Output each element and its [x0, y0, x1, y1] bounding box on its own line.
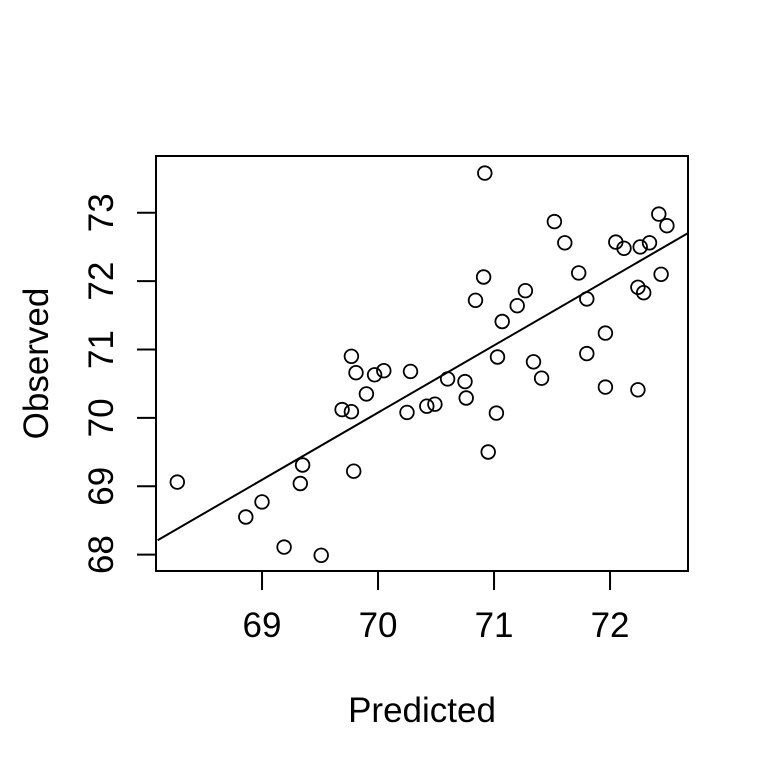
data-point — [533, 370, 550, 386]
data-point — [343, 348, 360, 365]
data-point — [546, 213, 563, 230]
data-point — [457, 373, 473, 390]
data-point — [579, 291, 595, 307]
data-point — [616, 240, 632, 257]
data-point — [489, 349, 506, 365]
data-point — [343, 404, 360, 420]
data-point — [346, 463, 362, 479]
data-point — [419, 398, 435, 414]
data-point — [475, 269, 492, 285]
data-point — [477, 165, 493, 181]
data-point — [376, 363, 392, 379]
data-point — [494, 313, 510, 330]
data-point — [597, 379, 614, 395]
data-point — [238, 509, 254, 525]
data-point — [557, 235, 573, 251]
data-point — [169, 474, 186, 490]
data-point — [358, 386, 375, 402]
data-point — [439, 371, 456, 387]
data-point — [636, 285, 652, 301]
data-point — [334, 401, 350, 418]
y-tick-label: 70 — [82, 398, 121, 437]
data-point — [659, 217, 675, 234]
data-point — [276, 539, 292, 555]
data-point — [632, 239, 648, 255]
x-axis-label: Predicted — [348, 691, 496, 730]
data-point — [427, 396, 443, 412]
y-tick-label: 68 — [82, 535, 121, 574]
data-point — [653, 266, 669, 283]
data-point — [630, 279, 646, 296]
y-tick-label: 72 — [82, 262, 121, 301]
data-point — [294, 457, 311, 473]
data-point — [348, 365, 364, 381]
data-point — [579, 345, 595, 362]
data-point — [292, 475, 309, 492]
y-tick-label: 71 — [82, 330, 121, 369]
data-point — [571, 265, 587, 281]
data-point — [458, 390, 474, 406]
y-tick-label: 73 — [82, 193, 121, 232]
data-point — [467, 292, 484, 309]
data-point — [641, 235, 658, 251]
x-tick-label: 70 — [359, 606, 398, 645]
data-point — [488, 405, 505, 421]
x-tick-label: 69 — [243, 606, 282, 645]
data-point — [480, 444, 496, 460]
data-point — [402, 363, 419, 380]
data-point — [525, 354, 542, 370]
data-point — [254, 494, 270, 510]
data-point — [366, 367, 383, 383]
data-point — [509, 298, 525, 314]
data-point — [399, 404, 415, 421]
data-point — [313, 547, 329, 564]
data-point — [651, 206, 667, 222]
plot-box — [155, 155, 689, 572]
x-tick-label: 71 — [475, 606, 514, 645]
data-point — [517, 283, 534, 299]
y-axis-label: Observed — [17, 288, 56, 440]
fit-line — [157, 232, 689, 542]
data-point — [630, 382, 646, 398]
data-point — [597, 325, 614, 341]
x-tick-label: 72 — [591, 606, 630, 645]
y-tick-label: 69 — [82, 467, 121, 506]
